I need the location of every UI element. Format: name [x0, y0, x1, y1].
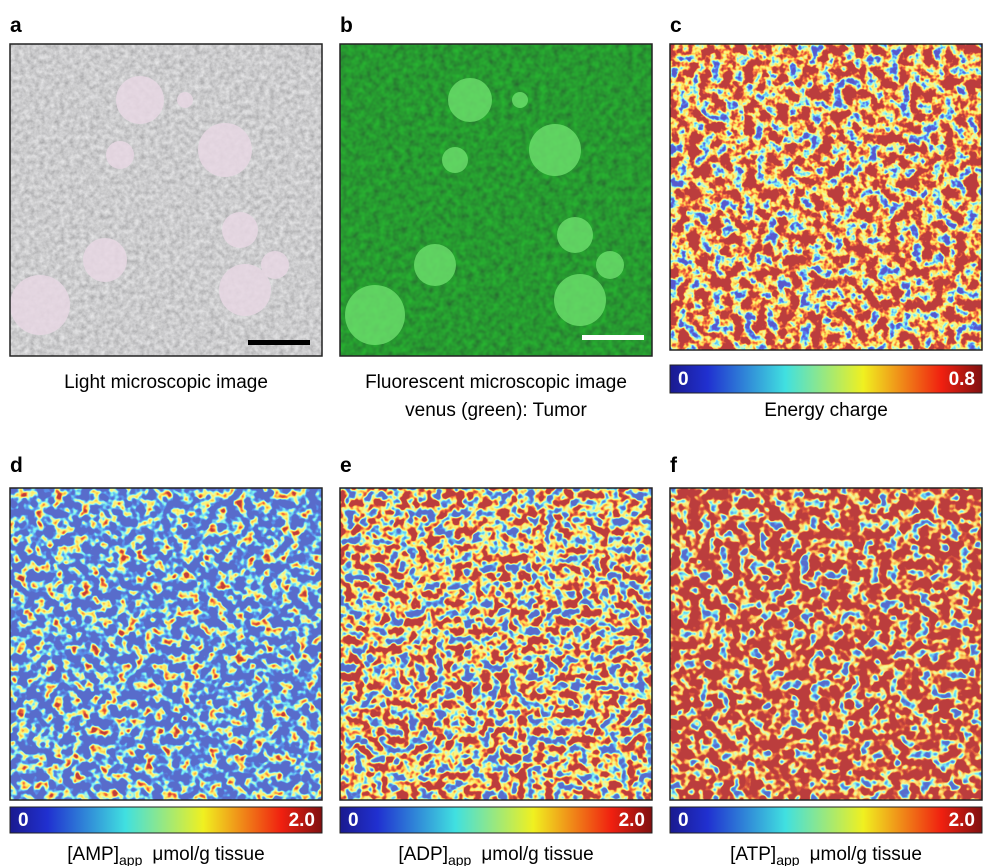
panel-letter: f: [670, 454, 678, 477]
caption-main: [AMP]: [67, 844, 119, 865]
panel-letter: c: [670, 14, 682, 37]
colorbar-max: 2.0: [289, 810, 315, 831]
heatmap-image: [10, 488, 322, 800]
caption: venus (green): Tumor: [405, 400, 587, 421]
caption: [ATP]app μmol/g tissue: [730, 844, 922, 866]
colorbar-min: 0: [678, 369, 689, 390]
caption-unit: μmol/g tissue: [810, 844, 922, 865]
caption: Light microscopic image: [64, 372, 268, 393]
colorbar-min: 0: [18, 810, 29, 831]
colorbar: [339, 806, 653, 834]
colorbar-max: 0.8: [949, 369, 975, 390]
colorbar: [669, 364, 983, 394]
caption-sub: app: [776, 852, 800, 866]
caption: [ADP]app μmol/g tissue: [398, 844, 593, 866]
colorbar-min: 0: [678, 810, 689, 831]
caption-main: [ADP]: [398, 844, 448, 865]
frame: [339, 43, 653, 357]
heatmap-image: [670, 488, 982, 800]
panel-letter: b: [340, 14, 353, 37]
caption-sub: app: [448, 852, 472, 866]
panel-letter: e: [340, 454, 352, 477]
caption-unit: μmol/g tissue: [481, 844, 593, 865]
heatmap-image: [670, 44, 982, 350]
frame: [669, 487, 983, 801]
colorbar: [669, 806, 983, 834]
caption-sub: app: [119, 852, 143, 866]
caption: Fluorescent microscopic image: [365, 372, 627, 393]
frame: [339, 487, 653, 801]
caption: [AMP]app μmol/g tissue: [67, 844, 264, 866]
panel-letter: d: [10, 454, 23, 477]
colorbar-max: 2.0: [949, 810, 975, 831]
caption-main: [ATP]: [730, 844, 776, 865]
heatmap-image: [340, 488, 652, 800]
colorbar: [9, 806, 323, 834]
frame: [9, 43, 323, 357]
scale-bar: [248, 340, 310, 345]
frame: [669, 43, 983, 351]
caption-unit: μmol/g tissue: [152, 844, 264, 865]
scale-bar: [582, 335, 644, 340]
tumor-regions: [345, 78, 624, 345]
panel-letter: a: [10, 14, 22, 37]
colorbar-max: 2.0: [619, 810, 645, 831]
colorbar-min: 0: [348, 810, 359, 831]
caption: Energy charge: [764, 400, 888, 421]
tumor-regions: [10, 76, 289, 335]
frame: [9, 487, 323, 801]
